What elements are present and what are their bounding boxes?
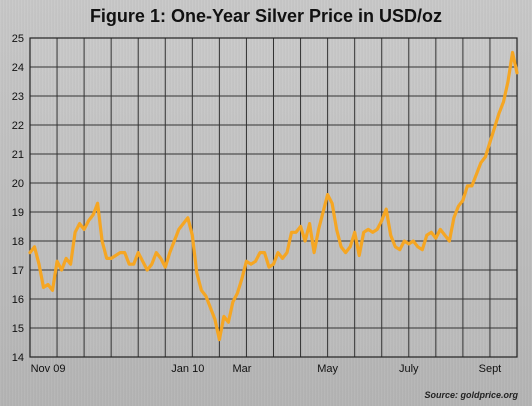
y-tick-label: 20 [12,178,24,190]
x-tick-label: Nov 09 [31,363,66,375]
plot-border [29,37,518,358]
y-tick-label: 17 [12,265,24,277]
y-tick-label: 15 [12,323,24,335]
y-tick-label: 23 [12,91,24,103]
y-tick-label: 22 [12,120,24,132]
x-tick-label: May [317,363,338,375]
x-tick-label: July [399,363,419,375]
chart-title: Figure 1: One-Year Silver Price in USD/o… [89,6,443,26]
y-tick-label: 24 [12,62,24,74]
y-tick-label: 18 [12,236,24,248]
y-tick-label: 14 [12,352,24,364]
y-tick-label: 16 [12,294,24,306]
y-tick-label: 21 [12,149,24,161]
y-tick-label: 19 [12,207,24,219]
x-tick-label: Mar [232,363,251,375]
x-tick-label: Jan 10 [171,363,204,375]
x-tick-label: Sept [479,363,502,375]
source-credit: Source: goldprice.org [424,390,518,400]
y-tick-label: 25 [12,33,24,45]
